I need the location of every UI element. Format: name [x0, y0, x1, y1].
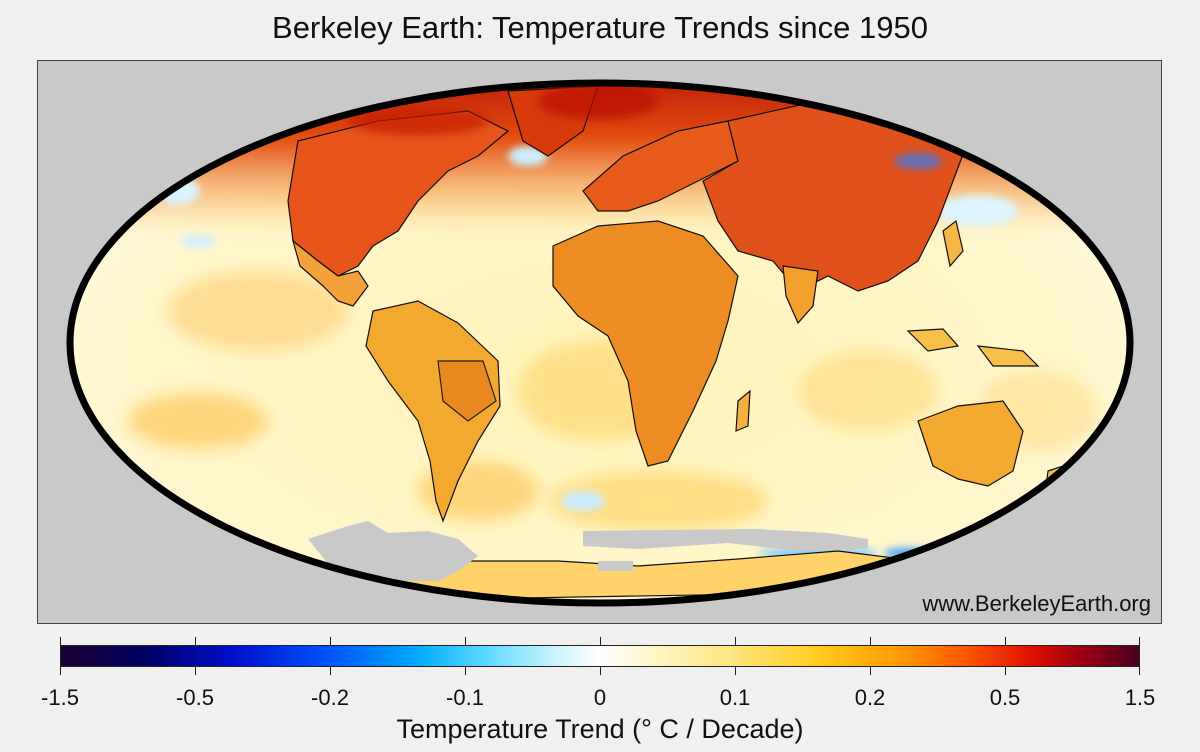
- colorbar-tick-mark: [465, 667, 466, 675]
- globe-outline: [66, 79, 1134, 607]
- colorbar-tick-mark: [465, 637, 466, 645]
- colorbar-tick-mark: [330, 637, 331, 645]
- colorbar-tick-label: -0.2: [311, 685, 349, 710]
- colorbar-tick-mark: [60, 637, 61, 645]
- colorbar-tick-mark: [735, 637, 736, 645]
- colorbar-tick-label: -1.5: [41, 685, 79, 710]
- colorbar-tick-label: 0.1: [719, 685, 751, 710]
- colorbar-tick-label: 1.5: [1124, 685, 1156, 710]
- colorbar-tick-label: -0.1: [446, 685, 484, 710]
- colorbar-tick-mark: [1139, 637, 1140, 645]
- globe-fill: [70, 83, 1130, 603]
- colorbar: [60, 645, 1140, 667]
- map-panel: www.BerkeleyEarth.org: [37, 60, 1162, 624]
- colorbar-tick-label: 0.2: [854, 685, 886, 710]
- colorbar-label: Temperature Trend (° C / Decade): [396, 714, 804, 744]
- colorbar-tick-mark: [1139, 667, 1140, 675]
- colorbar-tick-mark: [330, 667, 331, 675]
- colorbar-tick-mark: [195, 667, 196, 675]
- colorbar-tick-label: 0: [593, 685, 607, 710]
- source-url[interactable]: www.BerkeleyEarth.org: [922, 591, 1151, 616]
- colorbar-tick-mark: [735, 667, 736, 675]
- colorbar-tick-mark: [870, 667, 871, 675]
- no-data-regions: [308, 521, 868, 581]
- world-map: [66, 79, 1134, 607]
- map-title: Berkeley Earth: Temperature Trends since…: [272, 10, 928, 45]
- colorbar-tick-mark: [600, 667, 601, 675]
- colorbar-ticks: [60, 637, 1140, 677]
- colorbar-tick-label: -0.5: [176, 685, 214, 710]
- colorbar-tick-mark: [1005, 637, 1006, 645]
- colorbar-tick-mark: [195, 637, 196, 645]
- colorbar-tick-mark: [600, 637, 601, 645]
- colorbar-tick-mark: [1005, 667, 1006, 675]
- colorbar-tick-mark: [870, 637, 871, 645]
- colorbar-tick-mark: [60, 667, 61, 675]
- colorbar-tick-label: 0.5: [989, 685, 1021, 710]
